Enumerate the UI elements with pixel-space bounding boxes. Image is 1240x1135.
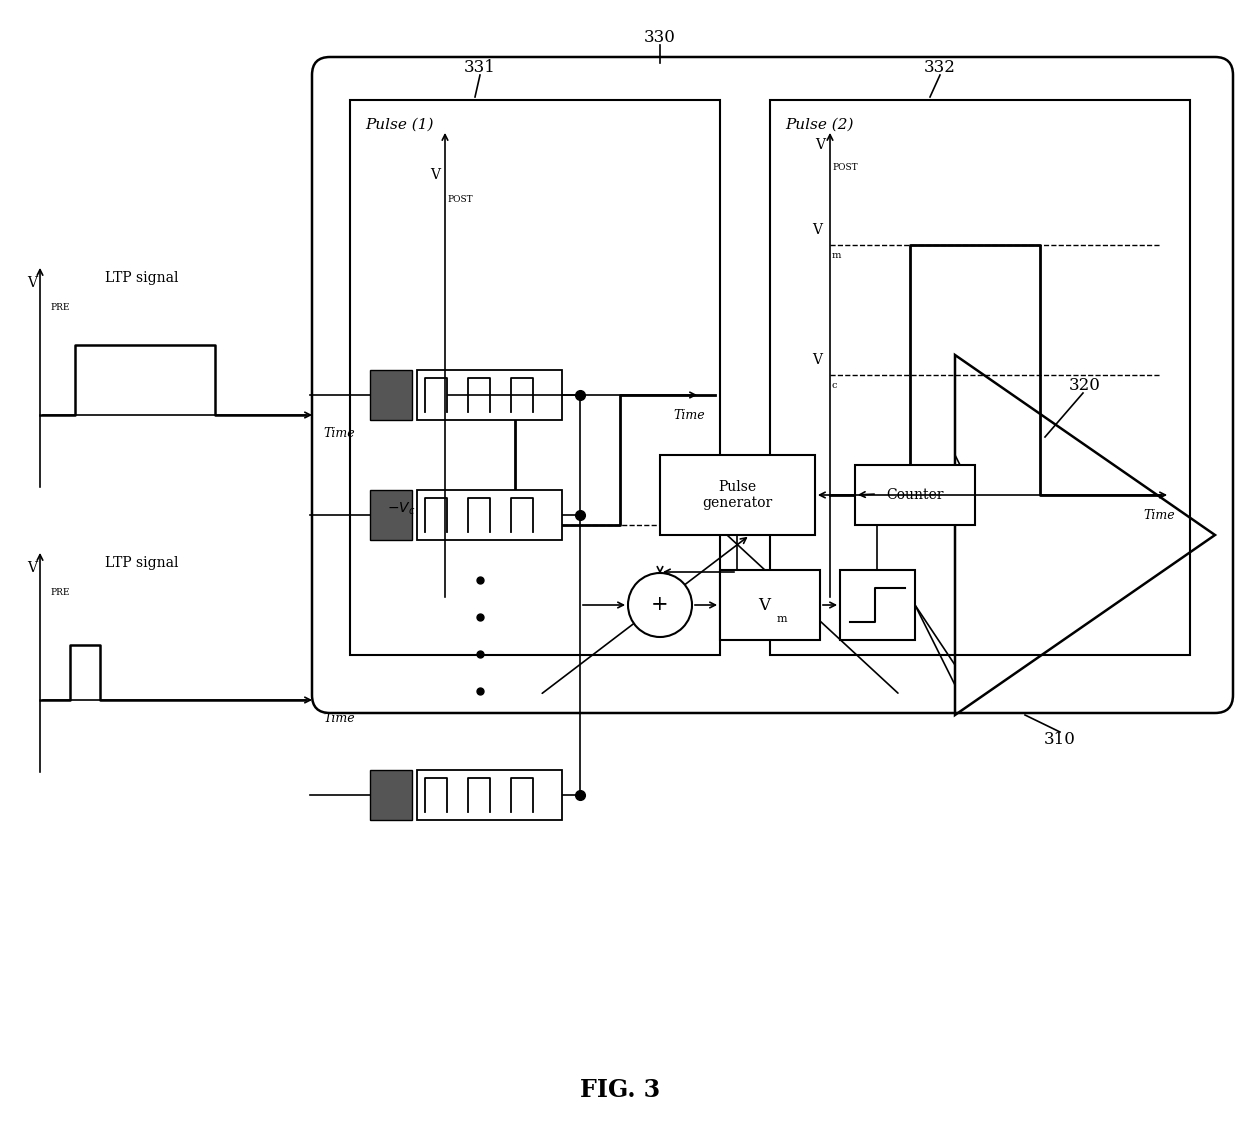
Text: V: V — [430, 168, 440, 182]
Bar — [350, 100, 720, 655]
Bar — [720, 570, 820, 640]
Text: Pulse
generator: Pulse generator — [702, 480, 773, 510]
Text: $-V_c$: $-V_c$ — [387, 501, 415, 518]
Text: +: + — [651, 596, 668, 614]
Bar — [370, 770, 412, 819]
Bar — [856, 465, 975, 526]
Text: V: V — [812, 353, 822, 367]
Circle shape — [627, 573, 692, 637]
Text: Time: Time — [322, 712, 355, 725]
Bar — [660, 455, 815, 535]
Bar — [417, 490, 562, 540]
Text: LTP signal: LTP signal — [105, 556, 179, 570]
Text: POST: POST — [832, 163, 858, 173]
Text: Pulse (2): Pulse (2) — [785, 118, 853, 132]
Text: Counter: Counter — [887, 488, 944, 502]
Text: Pulse (1): Pulse (1) — [365, 118, 434, 132]
Bar — [370, 490, 412, 540]
Text: Time: Time — [673, 409, 706, 422]
Text: V: V — [27, 276, 37, 291]
FancyBboxPatch shape — [312, 57, 1233, 713]
Text: m: m — [776, 614, 787, 624]
Bar — [770, 100, 1190, 655]
Text: PRE: PRE — [50, 303, 69, 312]
Bar — [417, 770, 562, 819]
Text: LTP signal: LTP signal — [105, 271, 179, 285]
Text: 310: 310 — [1044, 731, 1076, 748]
Bar — [417, 370, 562, 420]
Text: V: V — [27, 561, 37, 575]
Bar — [839, 570, 915, 640]
Text: POST: POST — [446, 194, 472, 203]
Text: PRE: PRE — [50, 588, 69, 597]
Text: 320: 320 — [1069, 377, 1101, 394]
Bar — [370, 370, 412, 420]
Text: Time: Time — [1143, 508, 1176, 522]
Text: 331: 331 — [464, 59, 496, 76]
Text: c: c — [832, 380, 837, 389]
Text: 330: 330 — [644, 28, 676, 45]
Text: m: m — [832, 251, 842, 260]
Text: V: V — [758, 597, 770, 614]
Text: Time: Time — [322, 427, 355, 440]
Text: V: V — [815, 138, 825, 152]
Text: V: V — [812, 222, 822, 237]
Text: FIG. 3: FIG. 3 — [580, 1078, 660, 1102]
Text: 332: 332 — [924, 59, 956, 76]
